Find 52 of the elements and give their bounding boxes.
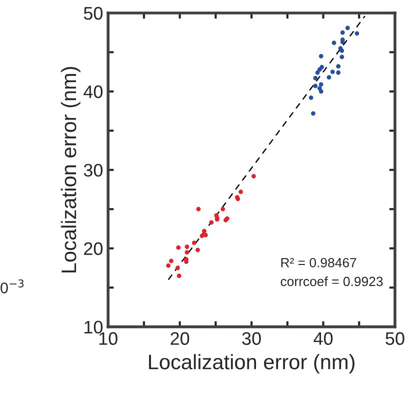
x-tick-label: 10 xyxy=(99,332,118,345)
x-tick-label: 50 xyxy=(386,332,404,345)
point xyxy=(308,96,314,100)
x-tick-label: 40 xyxy=(314,332,333,345)
text: 0$^{−3}$ xyxy=(0,279,24,294)
point xyxy=(336,70,341,75)
point xyxy=(340,54,344,60)
point xyxy=(203,232,208,238)
point xyxy=(200,234,204,238)
point xyxy=(318,89,324,94)
point xyxy=(196,248,200,252)
point xyxy=(192,240,196,246)
point xyxy=(311,111,316,116)
point xyxy=(317,67,322,72)
annotation: corrcoef = 0.9923 xyxy=(280,276,383,286)
point xyxy=(251,174,256,178)
y-tick-label: 30 xyxy=(84,164,103,177)
point xyxy=(220,206,226,212)
x-tick-label: 30 xyxy=(242,332,261,345)
point xyxy=(317,86,322,91)
point xyxy=(318,82,324,87)
x-axis-title: Localization error (nm) xyxy=(149,354,354,374)
point xyxy=(313,76,318,80)
point xyxy=(354,31,360,36)
point xyxy=(184,250,190,254)
point xyxy=(184,244,190,249)
y-tick-label: 40 xyxy=(84,85,103,98)
point xyxy=(196,206,201,212)
point xyxy=(332,40,336,45)
annotation: R² = 0.98467 xyxy=(281,258,356,268)
y-tick-label: 10 xyxy=(84,320,103,334)
y-tick-label: 20 xyxy=(84,242,103,256)
point xyxy=(238,190,243,194)
x-tick-label: 20 xyxy=(170,332,190,345)
point xyxy=(166,263,171,268)
point xyxy=(176,274,182,278)
y-axis-title: Localization error (nm) xyxy=(60,66,80,272)
point xyxy=(209,220,214,225)
point xyxy=(340,30,345,35)
point xyxy=(202,228,206,234)
point xyxy=(315,70,320,75)
point xyxy=(326,75,332,80)
point xyxy=(340,48,344,53)
point xyxy=(175,266,180,270)
point xyxy=(336,64,341,69)
y-tick-label: 50 xyxy=(84,6,103,20)
point xyxy=(313,84,318,88)
point xyxy=(176,245,181,250)
point xyxy=(330,70,335,74)
point xyxy=(169,258,174,264)
point xyxy=(345,26,350,30)
point xyxy=(318,54,324,58)
